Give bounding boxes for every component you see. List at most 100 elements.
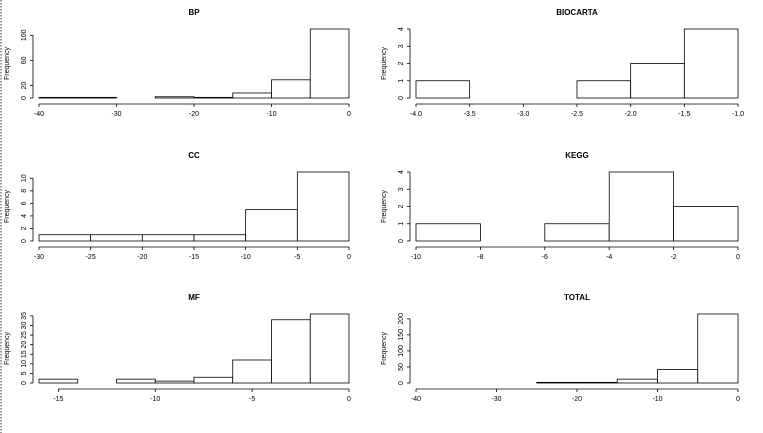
bar (271, 79, 311, 99)
y-tick-label: 10 (21, 360, 28, 368)
x-tick-label: -10 (411, 254, 421, 261)
bar (616, 378, 658, 384)
y-tick-label: 50 (398, 363, 405, 371)
bar (415, 223, 481, 242)
y-tick-label: 1 (398, 79, 405, 83)
bar (90, 234, 143, 242)
x-tick-label: -20 (572, 396, 582, 403)
x-tick-label: -20 (137, 254, 147, 261)
x-tick-label: -20 (189, 111, 199, 118)
bar (38, 378, 79, 384)
bar (608, 171, 675, 242)
x-tick-label: -4 (606, 254, 612, 261)
x-tick-label: -10 (150, 396, 160, 403)
y-axis-label: Frequency (4, 331, 11, 365)
y-tick-label: 200 (398, 313, 405, 325)
x-tick-label: 0 (736, 254, 740, 261)
y-tick-label: 150 (398, 329, 405, 341)
bar (544, 223, 610, 242)
y-tick-label: 3 (398, 44, 405, 48)
x-tick-label: -30 (34, 254, 44, 261)
x-tick-label: -3.0 (517, 111, 529, 118)
x-tick-label: -30 (111, 111, 121, 118)
bar (141, 234, 195, 242)
bar (245, 209, 298, 242)
panel-title: BIOCARTA (556, 8, 598, 17)
x-tick-label: 0 (347, 396, 351, 403)
bar (193, 96, 234, 99)
y-axis-label: Frequency (381, 189, 388, 223)
bar (683, 28, 739, 99)
panel-title: KEGG (565, 151, 589, 160)
x-tick-label: -6 (542, 254, 548, 261)
bar (536, 381, 578, 384)
x-tick-label: -1.5 (678, 111, 690, 118)
y-tick-label: 0 (21, 239, 28, 243)
x-tick-label: -15 (189, 254, 199, 261)
bar (77, 96, 117, 99)
y-tick-label: 15 (21, 350, 28, 358)
bar (232, 92, 272, 99)
x-tick-label: -4.0 (410, 111, 422, 118)
x-tick-label: -25 (86, 254, 96, 261)
y-tick-label: 20 (21, 341, 28, 349)
bar (154, 96, 195, 99)
y-tick-label: 0 (21, 96, 28, 100)
bar (271, 319, 311, 384)
panel-title: CC (188, 151, 200, 160)
y-tick-label: 4 (21, 214, 28, 218)
y-tick-label: 20 (21, 81, 28, 89)
bar (296, 171, 350, 242)
y-tick-label: 2 (398, 61, 405, 65)
x-tick-label: -1.0 (732, 111, 744, 118)
y-tick-label: 100 (21, 29, 28, 41)
y-tick-label: 1 (398, 222, 405, 226)
panel-title: MF (188, 293, 200, 302)
x-tick-label: 0 (347, 111, 351, 118)
bar (154, 380, 195, 384)
y-tick-label: 25 (21, 331, 28, 339)
x-tick-label: -30 (491, 396, 501, 403)
x-tick-label: -40 (411, 396, 421, 403)
x-tick-label: 0 (736, 396, 740, 403)
y-tick-label: 4 (398, 170, 405, 174)
y-tick-label: 35 (21, 312, 28, 320)
bar (673, 206, 739, 242)
x-tick-label: -10 (266, 111, 276, 118)
x-tick-label: -2.0 (625, 111, 637, 118)
bar (309, 313, 350, 384)
x-tick-label: -5 (294, 254, 300, 261)
y-tick-label: 100 (398, 345, 405, 357)
bar (657, 369, 699, 384)
y-tick-label: 6 (21, 201, 28, 205)
panel-title: TOTAL (564, 293, 590, 302)
y-tick-label: 0 (21, 381, 28, 385)
x-tick-label: -8 (477, 254, 483, 261)
y-tick-label: 0 (398, 96, 405, 100)
bar (576, 381, 618, 384)
y-tick-label: 8 (21, 189, 28, 193)
x-tick-label: 0 (347, 254, 351, 261)
x-tick-label: -3.5 (464, 111, 476, 118)
y-axis-label: Frequency (381, 46, 388, 80)
bar (576, 80, 632, 99)
x-tick-label: -2 (670, 254, 676, 261)
y-tick-label: 60 (21, 56, 28, 64)
x-tick-label: -2.5 (571, 111, 583, 118)
x-tick-label: -10 (241, 254, 251, 261)
bar (38, 96, 79, 99)
bar (193, 234, 247, 242)
x-tick-label: -15 (53, 396, 63, 403)
bar (232, 359, 272, 384)
y-axis-label: Frequency (4, 189, 11, 223)
bar (38, 234, 92, 242)
bar (415, 80, 471, 99)
y-axis-label: Frequency (4, 46, 11, 80)
x-tick-label: -40 (34, 111, 44, 118)
bar (116, 378, 156, 384)
y-tick-label: 2 (21, 226, 28, 230)
y-tick-label: 0 (398, 239, 405, 243)
x-tick-label: -5 (249, 396, 255, 403)
